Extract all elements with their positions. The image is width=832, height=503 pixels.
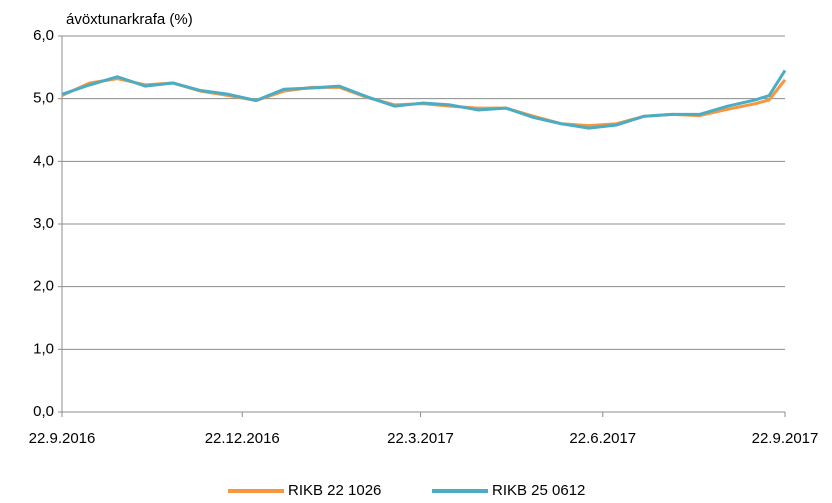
y-tick-label: 6,0: [33, 27, 54, 44]
series-line: [61, 69, 787, 130]
y-tick-label: 5,0: [33, 90, 54, 107]
legend-label: RIKB 22 1026: [288, 482, 381, 499]
x-tick-label: 22.9.2017: [752, 430, 819, 447]
x-tick-label: 22.6.2017: [569, 430, 636, 447]
y-tick-label: 1,0: [33, 340, 54, 357]
x-tick-label: 22.9.2016: [29, 430, 96, 447]
y-tick-label: 3,0: [33, 215, 54, 232]
y-tick-label: 0,0: [33, 403, 54, 420]
y-tick-label: 4,0: [33, 152, 54, 169]
y-tick-label: 2,0: [33, 278, 54, 295]
legend-label: RIKB 25 0612: [492, 482, 585, 499]
x-tick-label: 22.3.2017: [387, 430, 454, 447]
x-tick-label: 22.12.2016: [205, 430, 280, 447]
y-axis-label: ávöxtunarkrafa (%): [66, 11, 193, 28]
